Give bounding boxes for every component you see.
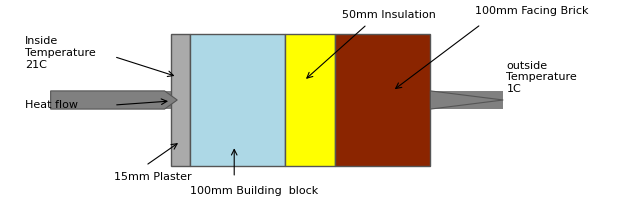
Text: 100mm Building  block: 100mm Building block	[190, 186, 318, 196]
FancyBboxPatch shape	[190, 34, 285, 166]
FancyBboxPatch shape	[51, 91, 503, 109]
Text: 100mm Facing Brick: 100mm Facing Brick	[475, 6, 588, 16]
Text: outside
Temperature
1C: outside Temperature 1C	[506, 61, 577, 94]
FancyBboxPatch shape	[285, 34, 335, 166]
Text: 50mm Insulation: 50mm Insulation	[342, 10, 436, 20]
Text: Inside
Temperature
21C: Inside Temperature 21C	[25, 36, 96, 69]
Polygon shape	[51, 91, 177, 109]
Text: Heat flow: Heat flow	[25, 100, 78, 110]
FancyBboxPatch shape	[335, 34, 430, 166]
Polygon shape	[430, 91, 503, 109]
FancyBboxPatch shape	[171, 34, 190, 166]
Text: 15mm Plaster: 15mm Plaster	[114, 172, 192, 182]
